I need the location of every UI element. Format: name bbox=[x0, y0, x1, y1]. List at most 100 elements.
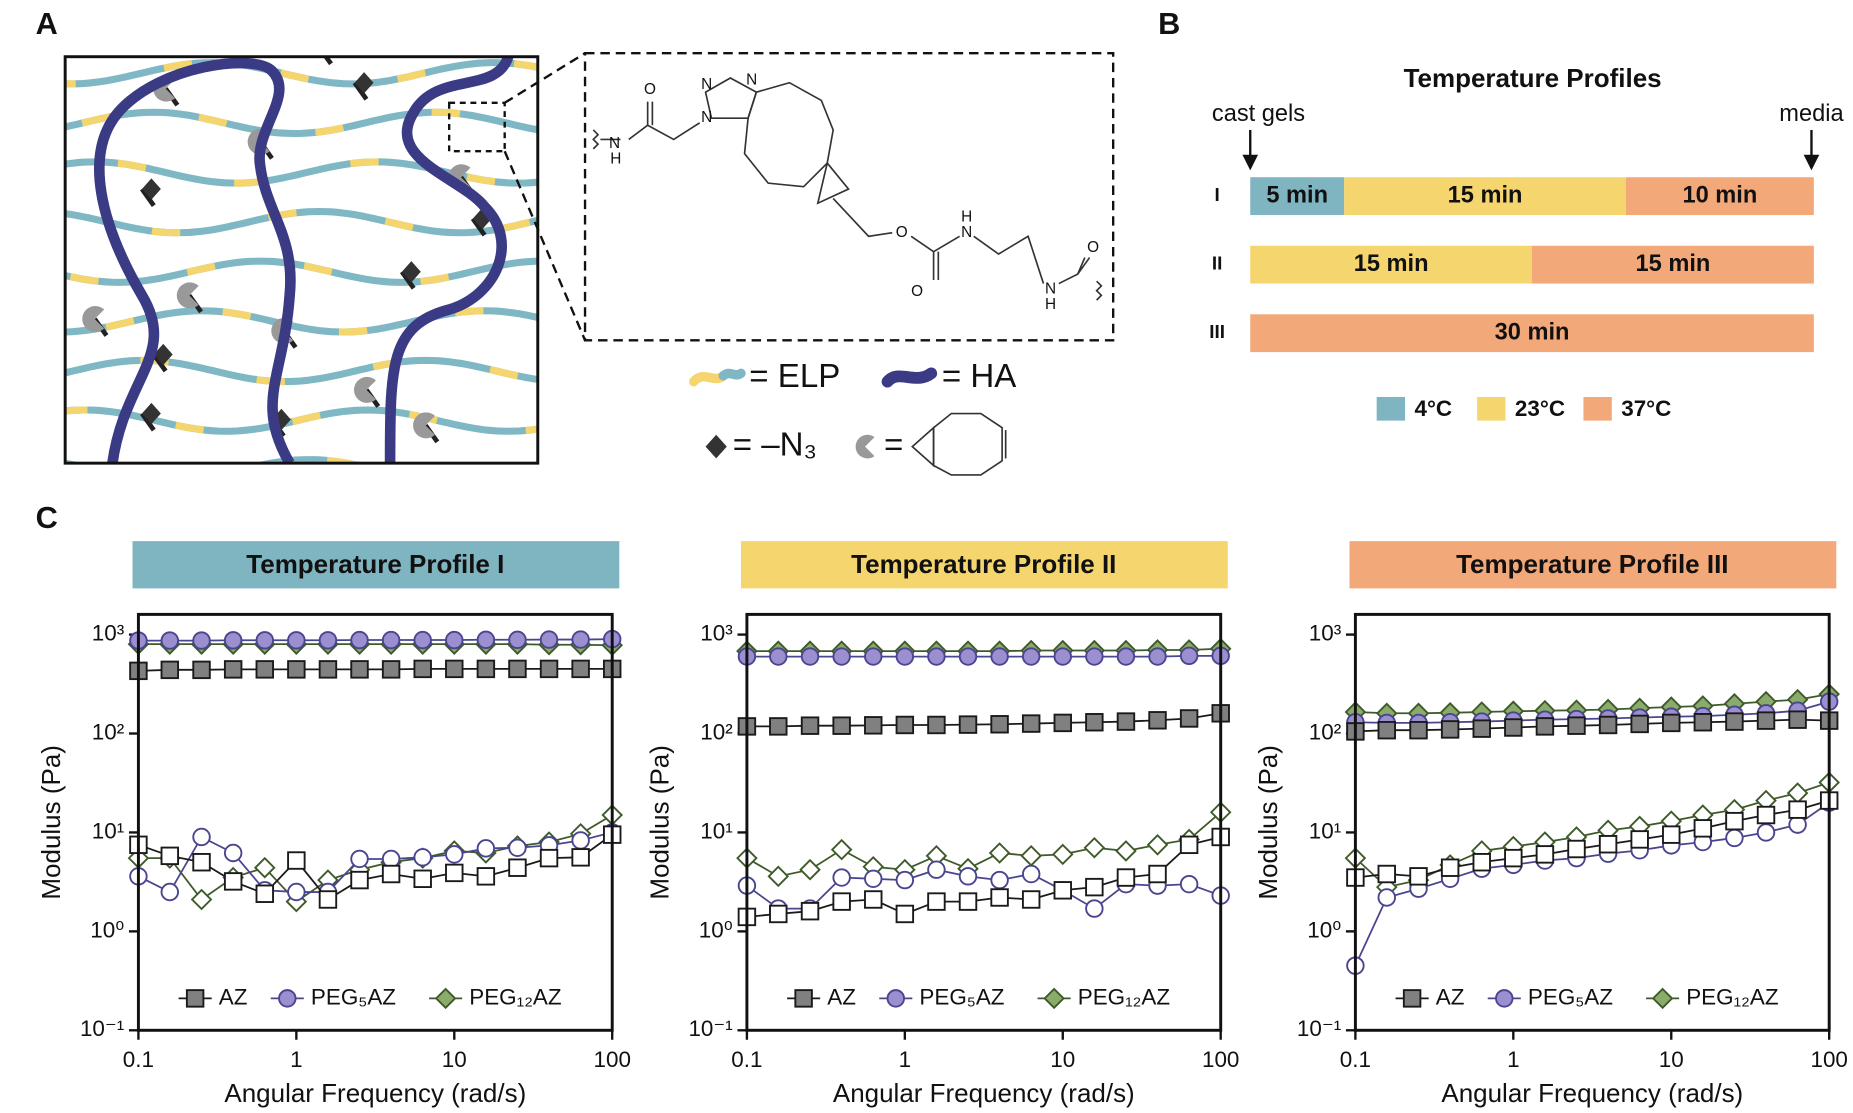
profile-segment bbox=[1344, 177, 1626, 216]
marker bbox=[1020, 845, 1042, 867]
x-tick-label: 1 bbox=[290, 1047, 302, 1072]
marker bbox=[895, 870, 915, 890]
elp-chain bbox=[65, 356, 538, 386]
x-tick-label: 0.1 bbox=[731, 1047, 762, 1072]
marker bbox=[223, 843, 243, 863]
marker bbox=[800, 716, 820, 735]
marker bbox=[895, 715, 915, 735]
linker bbox=[140, 412, 156, 432]
start-marker: cast gels bbox=[1212, 101, 1305, 127]
legend-dbco: = bbox=[884, 426, 903, 463]
schematic-legend: = ELP = HA = –N₃ = bbox=[689, 358, 1016, 476]
marker bbox=[350, 849, 369, 869]
x-axis-label: Angular Frequency (rad/s) bbox=[1441, 1078, 1743, 1108]
marker bbox=[1148, 711, 1167, 730]
marker bbox=[508, 838, 527, 857]
row-label: I bbox=[1215, 185, 1220, 206]
marker bbox=[800, 901, 820, 921]
marker bbox=[799, 858, 821, 881]
marker bbox=[1021, 714, 1041, 733]
marker bbox=[1085, 877, 1104, 897]
legend-azide: = –N₃ bbox=[733, 426, 817, 463]
marker bbox=[192, 853, 211, 872]
legend-label: PEG₁₂AZ bbox=[469, 984, 561, 1009]
elp-segment bbox=[65, 158, 538, 187]
marker bbox=[1179, 646, 1199, 666]
marker bbox=[1051, 843, 1074, 866]
y-tick-label: 10⁰ bbox=[1307, 917, 1341, 942]
header-band bbox=[1349, 541, 1837, 589]
marker bbox=[185, 989, 205, 1008]
marker bbox=[1788, 800, 1807, 819]
linker bbox=[399, 270, 416, 290]
series-line bbox=[746, 647, 1221, 653]
y-axis-label: Modulus (Pa) bbox=[36, 745, 66, 900]
series-line bbox=[138, 667, 613, 672]
marker bbox=[1440, 858, 1460, 877]
x-tick-label: 100 bbox=[1202, 1047, 1239, 1072]
marker bbox=[192, 827, 211, 847]
legend-label: 23°C bbox=[1515, 396, 1565, 421]
marker bbox=[1725, 712, 1744, 731]
atom: N bbox=[609, 135, 620, 152]
ha-chains bbox=[94, 56, 514, 464]
marker bbox=[1021, 647, 1041, 666]
marker bbox=[864, 869, 883, 889]
marker bbox=[895, 647, 915, 666]
marker bbox=[192, 631, 211, 650]
row-label: II bbox=[1212, 254, 1223, 275]
marker bbox=[1053, 881, 1072, 900]
charts: Temperature Profile I 10⁻¹ 10⁰ 10¹ 10² 10³ 0.1… bbox=[36, 541, 1848, 1108]
marker bbox=[886, 989, 905, 1008]
marker bbox=[255, 660, 274, 679]
azide-group bbox=[327, 56, 330, 58]
profile-segment bbox=[1625, 177, 1814, 216]
marker bbox=[1083, 836, 1106, 859]
marker bbox=[958, 647, 978, 666]
marker bbox=[1788, 710, 1807, 729]
dbco-group bbox=[176, 282, 199, 309]
y-tick-label: 10² bbox=[1309, 719, 1342, 744]
marker bbox=[287, 631, 306, 650]
segment-label: 5 min bbox=[1266, 182, 1328, 208]
schematic-frame bbox=[63, 55, 540, 465]
marker bbox=[255, 884, 274, 903]
marker bbox=[864, 716, 883, 735]
elp-chain bbox=[65, 207, 538, 237]
segment-label: 15 min bbox=[1636, 251, 1711, 277]
marker bbox=[350, 630, 369, 650]
y-tick-label: 10¹ bbox=[1309, 818, 1341, 843]
row-label: III bbox=[1209, 322, 1225, 343]
azide-group bbox=[141, 178, 161, 200]
marker bbox=[927, 860, 946, 879]
profile-segment bbox=[1250, 314, 1814, 353]
zoom-box bbox=[447, 101, 506, 153]
marker bbox=[1786, 782, 1809, 804]
legend-label: PEG₅AZ bbox=[311, 984, 396, 1009]
x-tick-label: 100 bbox=[593, 1047, 630, 1072]
marker bbox=[1053, 647, 1072, 666]
marker bbox=[160, 631, 180, 650]
chart-title: Temperature Profile II bbox=[851, 549, 1116, 579]
legend-label: 4°C bbox=[1414, 396, 1452, 421]
x-tick-label: 1 bbox=[899, 1047, 911, 1072]
structure bbox=[592, 77, 1103, 301]
marker bbox=[255, 631, 274, 650]
series-line bbox=[138, 833, 613, 901]
atom: N bbox=[746, 71, 757, 88]
marker bbox=[1630, 830, 1649, 849]
marker bbox=[160, 660, 180, 680]
x-tick-label: 10 bbox=[442, 1047, 467, 1072]
marker bbox=[1725, 811, 1744, 831]
marker bbox=[1409, 720, 1428, 740]
x-axis-label: Angular Frequency (rad/s) bbox=[224, 1078, 526, 1108]
marker bbox=[1021, 864, 1041, 884]
atom: N bbox=[701, 109, 712, 126]
marker bbox=[571, 659, 590, 679]
x-tick-label: 0.1 bbox=[123, 1047, 154, 1072]
structure-atoms: O N N N N H O O N H N H O bbox=[609, 71, 1099, 312]
series-line bbox=[1355, 693, 1830, 715]
legend-label: AZ bbox=[827, 984, 856, 1009]
linker bbox=[323, 56, 333, 66]
